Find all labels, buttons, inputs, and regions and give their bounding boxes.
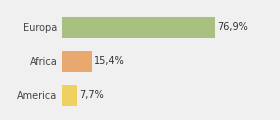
Bar bbox=[62, 17, 215, 38]
Text: 76,9%: 76,9% bbox=[217, 22, 248, 32]
Bar bbox=[62, 85, 77, 105]
Text: 7,7%: 7,7% bbox=[79, 90, 104, 100]
Text: 15,4%: 15,4% bbox=[94, 56, 125, 66]
Bar bbox=[62, 51, 92, 72]
